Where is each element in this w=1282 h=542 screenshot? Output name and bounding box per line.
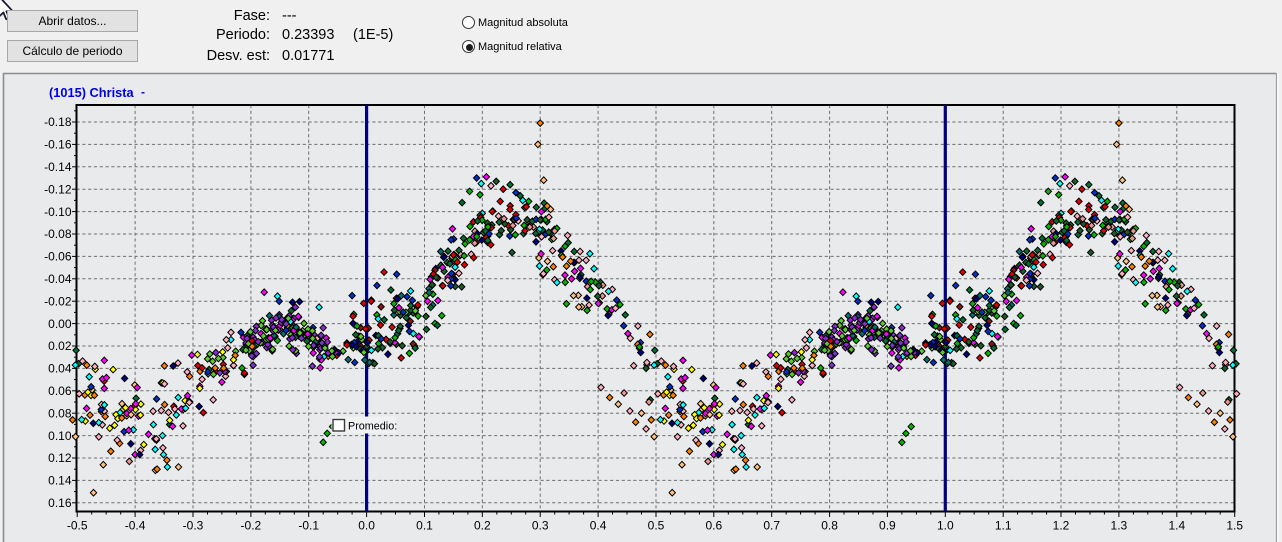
svg-text:1.3: 1.3 <box>1111 519 1128 533</box>
svg-text:1.2: 1.2 <box>1053 519 1070 533</box>
svg-text:0.10: 0.10 <box>48 429 72 443</box>
svg-text:0.02: 0.02 <box>48 339 72 353</box>
svg-text:-0.16: -0.16 <box>44 138 72 152</box>
svg-text:0.5: 0.5 <box>648 519 665 533</box>
svg-text:0.9: 0.9 <box>879 519 896 533</box>
svg-text:0.0: 0.0 <box>358 519 375 533</box>
svg-text:0.06: 0.06 <box>48 384 72 398</box>
svg-text:-0.04: -0.04 <box>44 272 72 286</box>
svg-text:-0.02: -0.02 <box>44 294 72 308</box>
svg-text:-0.10: -0.10 <box>44 205 72 219</box>
svg-text:-0.1: -0.1 <box>298 519 319 533</box>
svg-text:0.1: 0.1 <box>416 519 433 533</box>
svg-text:0.4: 0.4 <box>590 519 607 533</box>
svg-text:0.2: 0.2 <box>474 519 491 533</box>
svg-text:-0.12: -0.12 <box>44 182 72 196</box>
svg-text:(1015) Christa: (1015) Christa <box>49 85 135 100</box>
svg-text:0.16: 0.16 <box>48 496 72 510</box>
svg-text:0.3: 0.3 <box>532 519 549 533</box>
svg-text:0.7: 0.7 <box>763 519 780 533</box>
svg-text:-0.14: -0.14 <box>44 160 72 174</box>
svg-text:0.08: 0.08 <box>48 406 72 420</box>
svg-text:0.14: 0.14 <box>48 474 72 488</box>
svg-text:-0.08: -0.08 <box>44 227 72 241</box>
svg-text:-0.4: -0.4 <box>125 519 146 533</box>
svg-text:-0.06: -0.06 <box>44 250 72 264</box>
svg-text:-0.18: -0.18 <box>44 115 72 129</box>
svg-text:0.12: 0.12 <box>48 451 72 465</box>
svg-text:Promedio:: Promedio: <box>348 420 397 432</box>
svg-text:-: - <box>141 85 145 99</box>
svg-text:-0.5: -0.5 <box>67 519 88 533</box>
svg-text:0.00: 0.00 <box>48 317 72 331</box>
svg-text:-0.2: -0.2 <box>241 519 262 533</box>
svg-text:1.4: 1.4 <box>1168 519 1185 533</box>
svg-text:1.0: 1.0 <box>937 519 954 533</box>
svg-text:0.8: 0.8 <box>821 519 838 533</box>
svg-text:1.1: 1.1 <box>995 519 1012 533</box>
svg-text:0.6: 0.6 <box>705 519 722 533</box>
svg-text:-0.3: -0.3 <box>183 519 204 533</box>
svg-text:1.5: 1.5 <box>1226 519 1243 533</box>
svg-text:0.04: 0.04 <box>48 362 72 376</box>
